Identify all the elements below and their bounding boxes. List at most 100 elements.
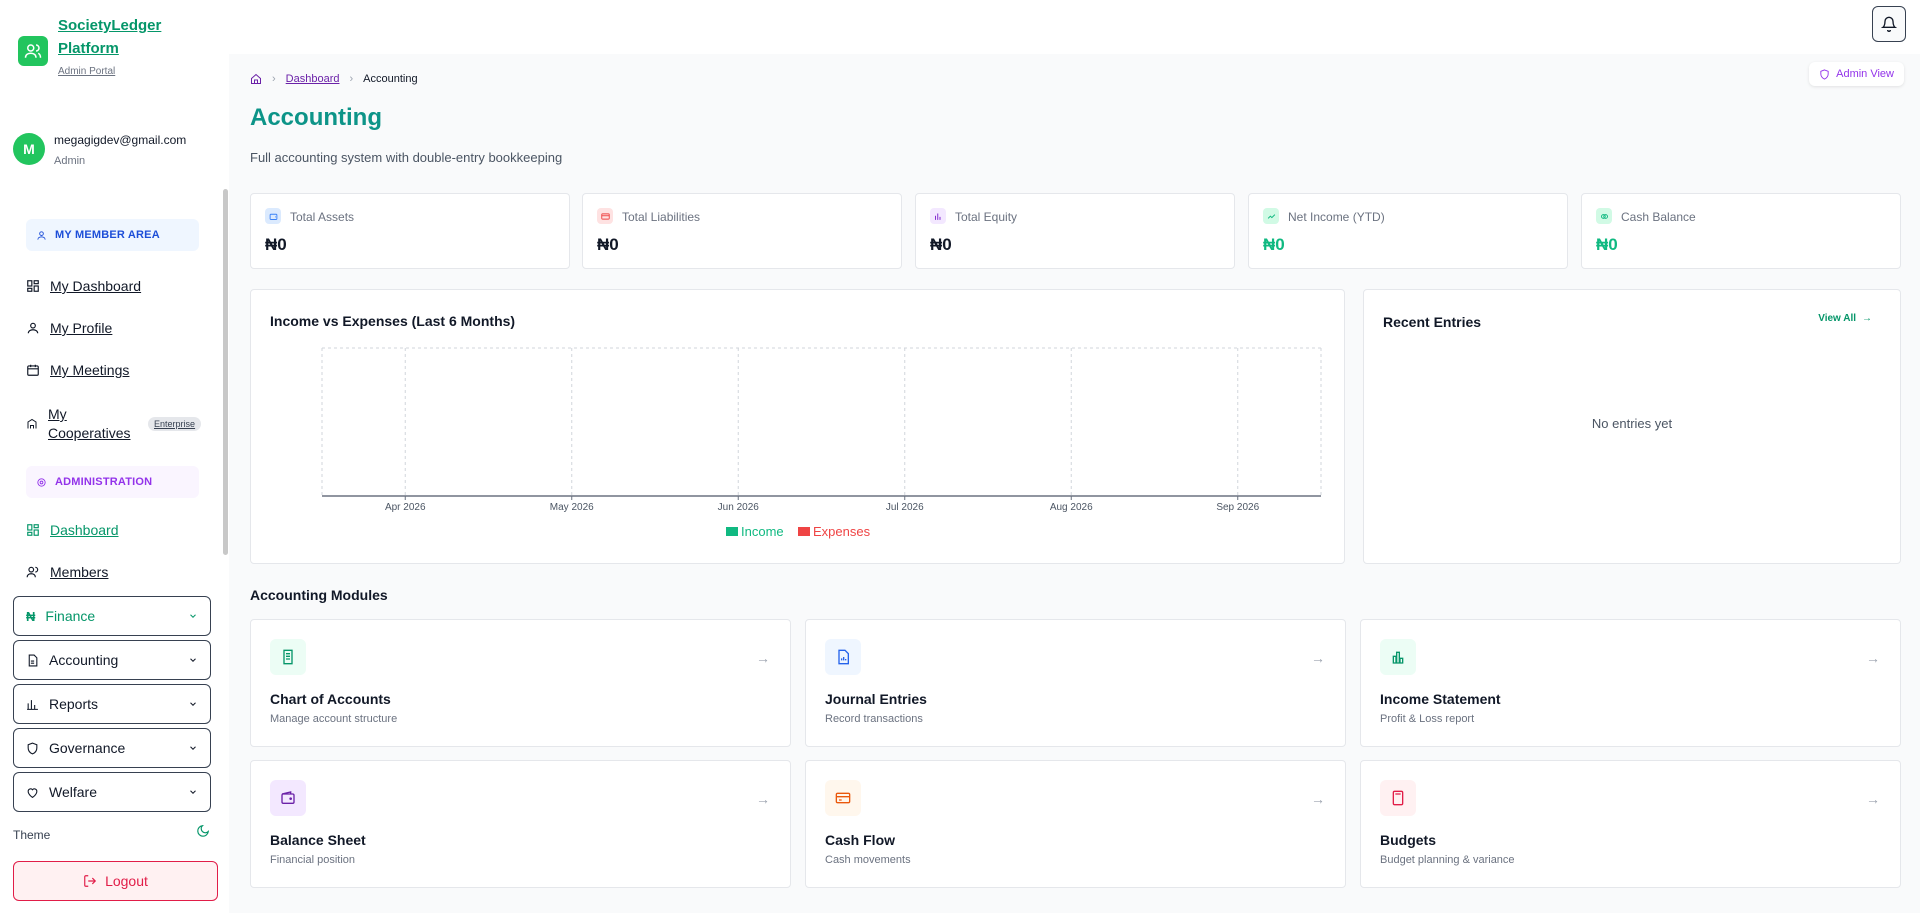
stat-card-total-equity: Total Equity ₦0 [915,193,1235,269]
admin-view-badge[interactable]: Admin View [1809,62,1904,86]
stat-label: Cash Balance [1621,210,1696,224]
brand[interactable]: SocietyLedger Platform Admin Portal [18,14,178,77]
sidebar-scrollbar[interactable] [223,189,228,555]
legend-label-expenses: Expenses [813,524,871,539]
building-icon [27,418,37,429]
users-icon [18,36,48,66]
module-card-budgets[interactable]: → Budgets Budget planning & variance [1360,760,1901,888]
sidebar-item-my-dashboard[interactable]: My Dashboard [26,278,141,294]
chevron-down-icon [188,652,198,668]
arrow-right-icon: → [1311,791,1325,807]
module-card-journal-entries[interactable]: → Journal Entries Record transactions [805,619,1346,747]
sidebar-item-my-meetings[interactable]: My Meetings [26,362,129,378]
grid-icon [27,280,39,292]
wallet-icon [265,208,281,224]
file-chart-icon [825,639,861,675]
stat-card-net-income: Net Income (YTD) ₦0 [1248,193,1568,269]
sidebar-dropdown-accounting[interactable]: Accounting [13,640,211,680]
sidebar-item-members[interactable]: Members [26,564,108,580]
recent-entries-card: Recent Entries View All → No entries yet [1363,289,1901,564]
sidebar-dropdown-governance[interactable]: Governance [13,728,211,768]
sidebar-dropdown-welfare[interactable]: Welfare [13,772,211,812]
x-tick-label: Sep 2026 [1216,502,1259,513]
module-description: Record transactions [825,713,923,725]
stat-value: ₦0 [930,235,952,254]
theme-label: Theme [13,828,51,842]
moon-icon[interactable] [196,824,210,841]
module-title: Chart of Accounts [270,691,391,707]
bell-icon [1881,16,1897,32]
page-title: Accounting [250,104,382,131]
stat-value: ₦0 [1596,235,1618,254]
module-title: Journal Entries [825,691,927,707]
grid-icon [27,524,39,536]
module-card-chart-of-accounts[interactable]: → Chart of Accounts Manage account structu… [250,619,791,747]
sidebar-item-my-profile[interactable]: My Profile [26,320,112,336]
module-card-cash-flow[interactable]: → Cash Flow Cash movements [805,760,1346,888]
module-title: Budgets [1380,832,1436,848]
brand-title[interactable]: SocietyLedger Platform [58,17,162,57]
module-title: Cash Flow [825,832,896,848]
user-icon [37,230,46,240]
legend-label-income: Income [741,524,784,539]
income-expenses-chart-card: Income vs Expenses (Last 6 Months) Apr 2… [250,289,1345,564]
calculator-icon [1380,780,1416,816]
dropdown-label: Welfare [49,784,97,800]
dropdown-label: Finance [45,608,96,624]
sidebar-dropdown-reports[interactable]: Reports [13,684,211,724]
logout-icon [84,875,97,887]
breadcrumb-dashboard-link[interactable]: Dashboard [285,73,340,85]
chevron-down-icon [188,784,198,800]
section-label: MY MEMBER AREA [55,229,160,241]
module-description: Budget planning & variance [1380,854,1515,866]
module-description: Financial position [270,854,355,866]
chevron-right-icon: › [272,73,276,85]
user-icon [27,322,39,334]
chart-title: Income vs Expenses (Last 6 Months) [270,313,516,329]
sidebar-item-label: My Dashboard [50,278,142,294]
modules-title: Accounting Modules [250,587,388,603]
arrow-right-icon: → [1866,650,1880,666]
home-icon[interactable] [250,73,262,85]
bar-chart-icon [1380,639,1416,675]
notifications-button[interactable] [1872,6,1906,42]
sidebar: SocietyLedger Platform Admin Portal M me… [0,0,229,913]
users-icon [26,566,39,578]
breadcrumb: › Dashboard › Accounting [250,73,418,85]
module-card-income-statement[interactable]: → Income Statement Profit & Loss report [1360,619,1901,747]
heart-icon [27,787,38,798]
x-tick-label: Aug 2026 [1050,502,1093,513]
wallet-icon [270,780,306,816]
view-all-link[interactable]: View All → [1818,313,1872,324]
legend-swatch-income [726,527,738,536]
arrow-right-icon: → [756,650,770,666]
arrow-right-icon: → [1311,650,1325,666]
user-email: megagigdev@gmail.com [54,133,187,147]
empty-state: No entries yet [1591,416,1673,431]
enterprise-badge: Enterprise [148,417,202,431]
x-tick-label: May 2026 [550,502,594,513]
view-all-label: View All [1818,313,1856,324]
x-tick-label: Jul 2026 [886,502,924,513]
x-tick-label: Jun 2026 [718,502,760,513]
sidebar-item-my-cooperatives[interactable]: My Cooperatives Enterprise [26,405,202,443]
stat-card-cash-balance: Cash Balance ₦0 [1581,193,1901,269]
stat-value: ₦0 [265,235,287,254]
calendar-icon [27,364,39,376]
sidebar-dropdown-finance[interactable]: ₦ Finance [13,596,211,636]
chevron-right-icon: › [349,73,354,85]
brand-subtitle[interactable]: Admin Portal [58,66,116,77]
section-label: ADMINISTRATION [55,476,153,488]
theme-row: Theme [0,816,218,854]
document-icon [270,639,306,675]
logout-button[interactable]: Logout [13,861,218,901]
module-card-balance-sheet[interactable]: → Balance Sheet Financial position [250,760,791,888]
stat-label: Total Equity [955,210,1018,224]
sidebar-item-label: My Profile [50,320,113,336]
breadcrumb-current: Accounting [363,73,418,85]
sidebar-item-label: Dashboard [50,522,119,538]
dropdown-label: Governance [49,740,126,756]
sidebar-item-label: My Cooperatives [48,406,131,441]
avatar: M [13,133,45,165]
sidebar-item-dashboard[interactable]: Dashboard [26,522,119,538]
